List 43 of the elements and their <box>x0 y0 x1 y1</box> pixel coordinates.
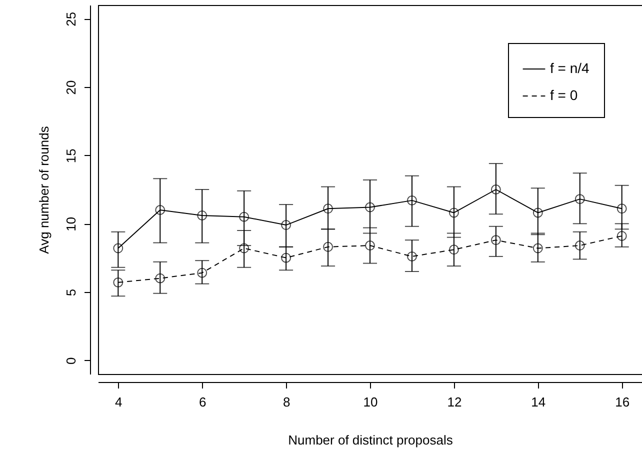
x-axis-title: Number of distinct proposals <box>288 432 454 448</box>
y-tick-label: 0 <box>64 357 78 364</box>
point <box>239 243 250 254</box>
point <box>281 252 292 263</box>
point <box>197 210 208 220</box>
point <box>323 204 333 214</box>
point <box>448 244 459 255</box>
point <box>113 243 124 254</box>
legend-label: f = n/4 <box>550 60 590 76</box>
point <box>365 202 375 212</box>
y-tick-label: 5 <box>64 288 78 296</box>
point <box>616 204 627 214</box>
x-tick-label: 12 <box>447 394 462 410</box>
legend-label: f = 0 <box>550 87 578 103</box>
point <box>532 243 543 254</box>
point <box>490 235 501 246</box>
point <box>532 208 543 218</box>
point <box>113 277 124 288</box>
x-tick-label: 4 <box>115 394 122 410</box>
x-tick-label: 16 <box>615 394 630 410</box>
point <box>407 195 417 206</box>
x-tick-label: 10 <box>363 394 378 410</box>
point <box>448 208 459 218</box>
x-tick-label: 6 <box>198 394 206 410</box>
x-tick-label: 14 <box>531 394 546 410</box>
point <box>365 240 375 250</box>
y-tick-label: 25 <box>64 12 78 26</box>
point <box>239 212 250 222</box>
point <box>407 252 417 262</box>
point <box>616 231 627 241</box>
point <box>155 273 166 284</box>
y-tick-label: 10 <box>64 216 78 232</box>
point <box>155 205 166 215</box>
y-tick-label: 20 <box>64 80 78 95</box>
point <box>197 268 208 278</box>
y-tick-label: 15 <box>64 148 78 164</box>
y-axis-title: Avg number of rounds <box>36 126 52 254</box>
x-tick-label: 8 <box>282 394 290 410</box>
point <box>323 242 333 252</box>
point <box>574 194 585 204</box>
point <box>490 184 501 194</box>
point <box>574 240 585 250</box>
point <box>281 220 292 230</box>
